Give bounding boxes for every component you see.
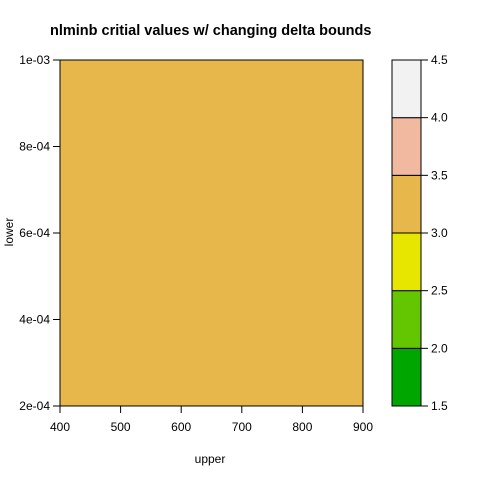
y-tick-label: 1e-03 <box>19 53 50 67</box>
colorbar-swatch <box>391 174 422 234</box>
colorbar-tick-label: 2.0 <box>431 341 448 355</box>
x-axis: 400 500 600 700 800 900 <box>50 406 373 434</box>
y-tick-label: 6e-04 <box>19 226 50 240</box>
colorbar-tick-label: 3.5 <box>431 168 448 182</box>
x-tick-label: 700 <box>232 420 252 434</box>
colorbar-swatch <box>391 117 422 176</box>
x-tick-label: 600 <box>171 420 191 434</box>
colorbar-swatch <box>391 290 422 349</box>
colorbar-tick-label: 1.5 <box>431 399 448 413</box>
plot-area <box>59 59 364 407</box>
colorbar-tick-label: 4.0 <box>431 111 448 125</box>
chart-title: nlminb critial values w/ changing delta … <box>50 23 371 39</box>
colorbar-swatch <box>391 347 422 407</box>
colorbar-legend: 1.5 2.0 2.5 3.0 3.5 4.0 4.5 <box>391 53 448 413</box>
x-tick-label: 400 <box>50 420 70 434</box>
colorbar-swatch <box>391 232 422 292</box>
y-axis: 2e-04 4e-04 6e-04 8e-04 1e-03 <box>19 53 60 413</box>
colorbar-tick-label: 2.5 <box>431 284 448 298</box>
colorbar-tick-label: 4.5 <box>431 53 448 67</box>
x-tick-label: 800 <box>292 420 312 434</box>
y-tick-label: 8e-04 <box>19 140 50 154</box>
y-tick-label: 4e-04 <box>19 313 50 327</box>
y-tick-label: 2e-04 <box>19 399 50 413</box>
contour-fill-region <box>60 60 363 406</box>
x-axis-label: upper <box>195 452 226 466</box>
x-tick-label: 900 <box>353 420 373 434</box>
colorbar-tick-label: 3.0 <box>431 226 448 240</box>
colorbar-swatch <box>391 59 422 119</box>
y-axis-label: lower <box>2 218 16 247</box>
x-tick-label: 500 <box>111 420 131 434</box>
